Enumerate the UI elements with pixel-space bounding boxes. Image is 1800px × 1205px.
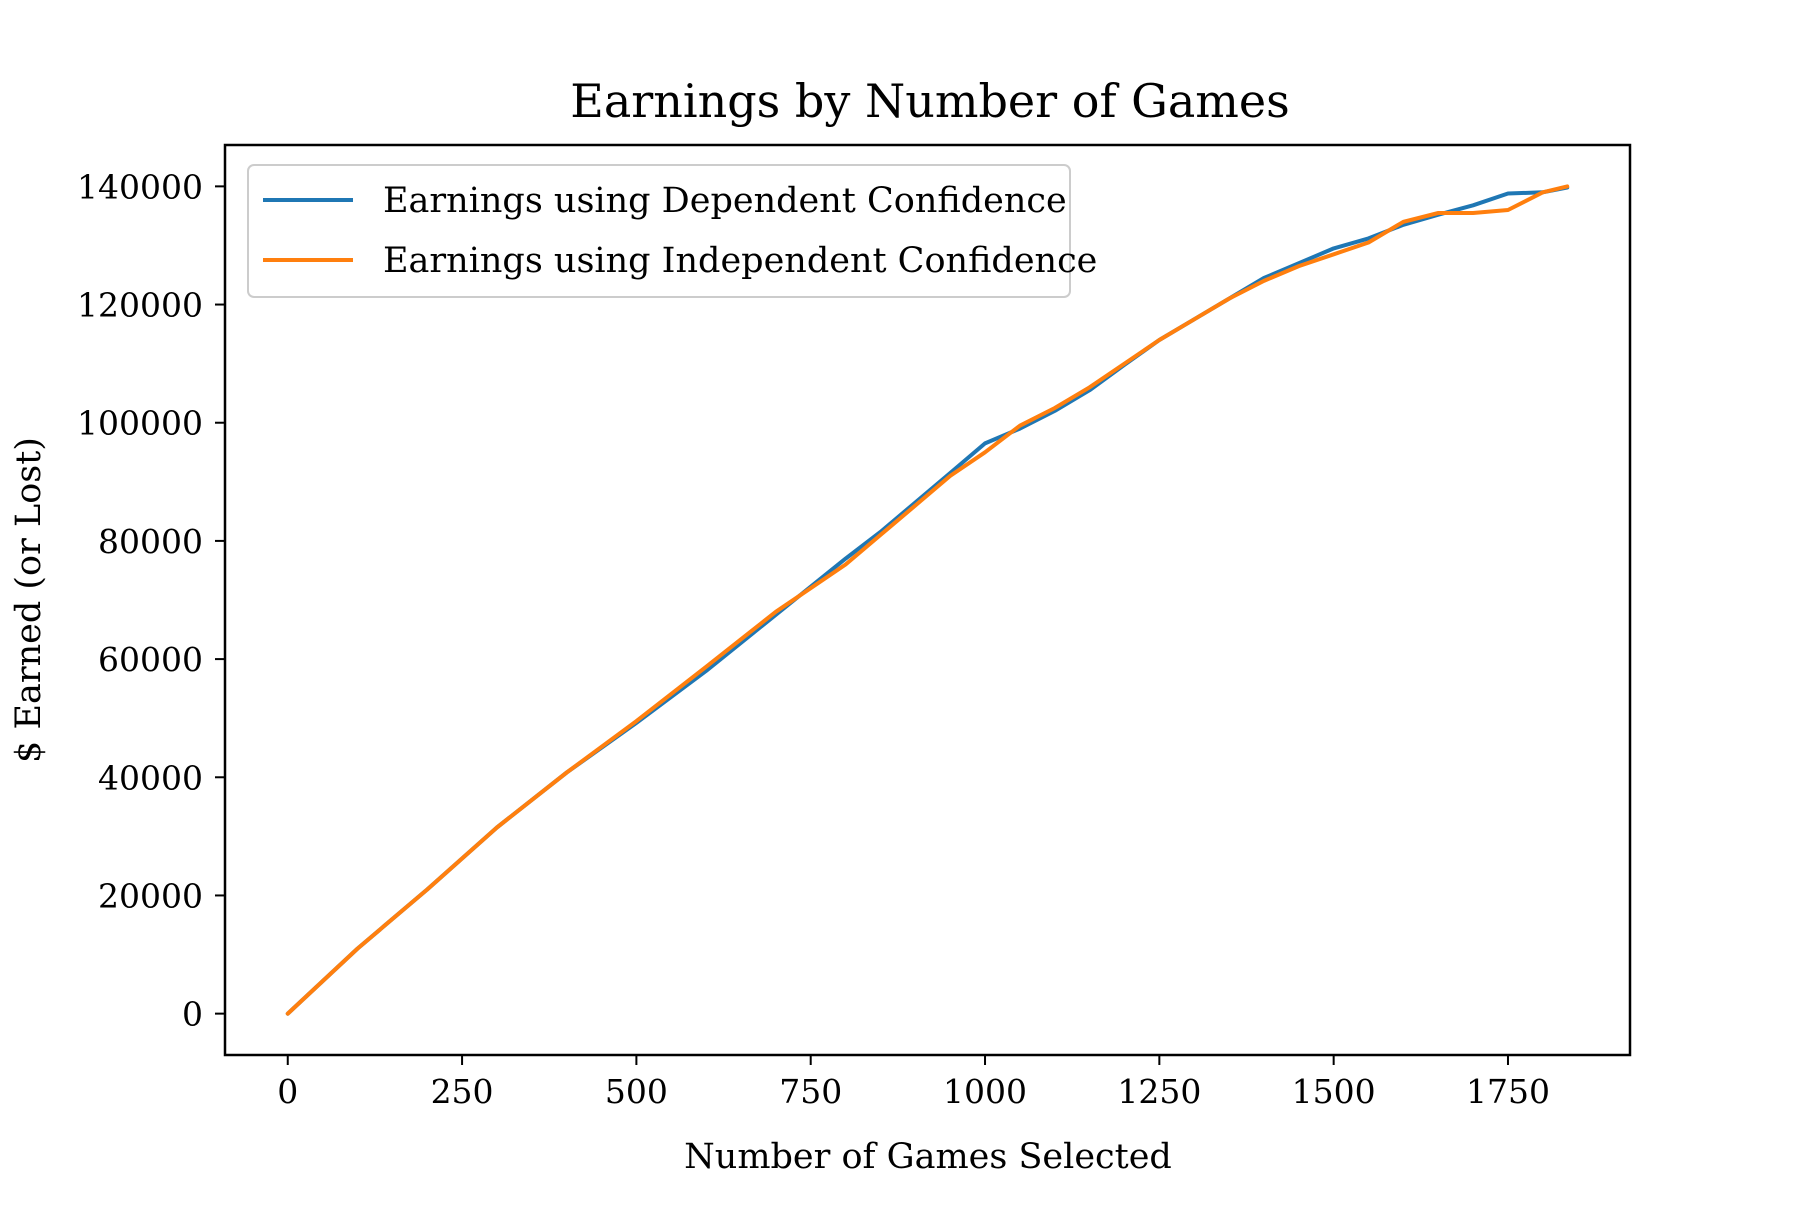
y-tick-label: 80000 — [98, 522, 203, 561]
y-axis-ticks: 0 20000 40000 60000 80000 100000 120000 140000 — [77, 167, 225, 1034]
legend-label-1: Earnings using Dependent Confidence — [383, 181, 1067, 221]
x-tick-label: 500 — [605, 1072, 668, 1111]
legend-box — [247, 164, 1071, 298]
series-line-1 — [285, 185, 1570, 1016]
x-axis-label: Number of Games Selected — [684, 1137, 1172, 1177]
y-tick-label: 40000 — [98, 758, 203, 797]
x-tick-label: 1500 — [1292, 1072, 1376, 1111]
chart-title: Earnings by Number of Games — [570, 74, 1289, 128]
y-tick-label: 140000 — [77, 167, 203, 206]
x-tick-label: 250 — [431, 1072, 494, 1111]
y-tick-label: 120000 — [77, 286, 203, 325]
x-tick-label: 1000 — [943, 1072, 1027, 1111]
x-tick-label: 1250 — [1117, 1072, 1201, 1111]
y-axis-label: $ Earned (or Lost) — [9, 437, 49, 763]
y-tick-label: 20000 — [98, 876, 203, 915]
y-tick-label: 60000 — [98, 640, 203, 679]
plot-area-frame — [223, 143, 1632, 1057]
y-tick-label: 100000 — [77, 404, 203, 443]
series-line-2 — [285, 184, 1570, 1016]
y-tick-label: 0 — [182, 995, 203, 1034]
legend-label-2: Earnings using Independent Confidence — [383, 241, 1097, 281]
x-tick-label: 1750 — [1466, 1072, 1550, 1111]
legend: Earnings using Dependent Confidence Earni… — [247, 164, 1097, 298]
x-tick-label: 750 — [779, 1072, 842, 1111]
series-lines — [285, 184, 1570, 1016]
x-tick-label: 0 — [277, 1072, 298, 1111]
x-axis-ticks: 0 250 500 750 1000 1250 1500 1750 — [277, 1055, 1550, 1111]
legend-items: Earnings using Dependent Confidence Earni… — [263, 181, 1097, 281]
